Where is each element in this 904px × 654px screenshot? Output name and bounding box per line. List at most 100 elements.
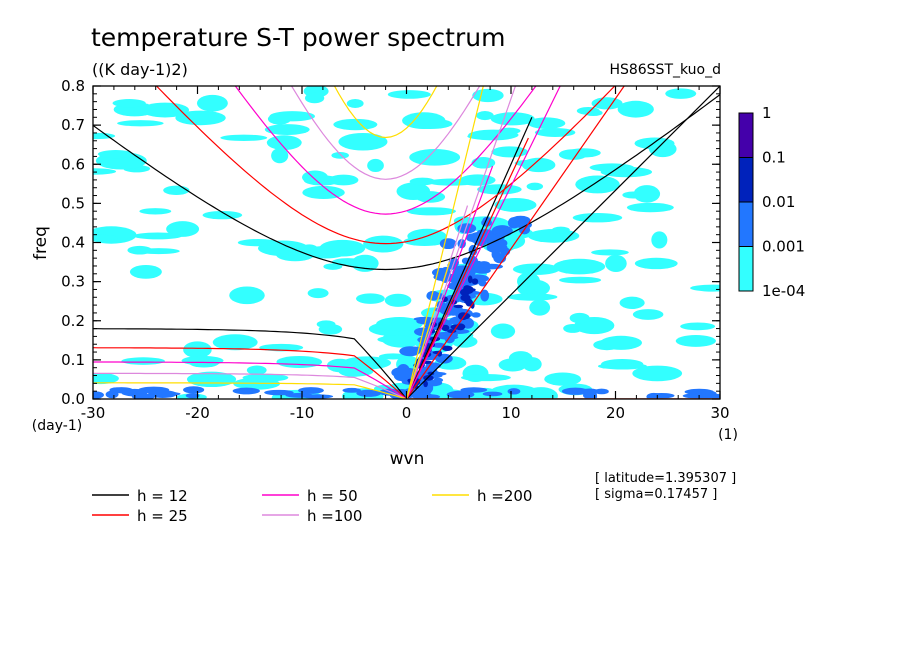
heatmap-cell (131, 393, 155, 399)
heatmap-cell (285, 392, 314, 398)
heatmap-cell (387, 90, 431, 99)
heatmap-cell (246, 365, 267, 375)
heatmap-cell (406, 207, 456, 216)
heatmap-cell (446, 390, 475, 399)
heatmap-cell (129, 264, 162, 279)
rossby-curve-h=100 (93, 372, 720, 399)
heatmap-cell (117, 120, 164, 127)
axes: -30 -20 -10 0 10 20 30 0.0 0.1 0.2 0.3 0.4 0.5 0.6 0.7… (61, 77, 729, 422)
heatmap-cell (651, 231, 668, 249)
heatmap-cell (471, 157, 496, 169)
kelvin-curve-h=100 (405, 86, 516, 399)
y-tick-label: 0.0 (61, 390, 85, 408)
rossby-curve-h=12 (93, 328, 720, 399)
kelvin-curve-h=12 (406, 86, 720, 399)
info-sigma: [ sigma=0.17457 ] (595, 487, 717, 502)
chart-subtitle: ((K day-1)2) (92, 60, 188, 79)
colorbar: 1e-04 0.001 0.01 0.1 1 (738, 104, 805, 300)
heatmap-cell (338, 132, 388, 151)
heatmap-cell (232, 387, 260, 395)
heatmap-cell (166, 221, 200, 237)
heatmap-cell (600, 166, 653, 178)
heatmap-cell (181, 355, 224, 366)
heatmap-cell (266, 135, 302, 151)
heatmap-cell (304, 92, 325, 104)
heatmap-cell (441, 345, 453, 351)
mrg-curve-h=12 (405, 117, 533, 399)
heatmap-cell (384, 293, 412, 307)
heatmap-cell (534, 128, 576, 137)
y-tick-label: 0.2 (61, 312, 85, 330)
heatmap-cell (175, 110, 226, 126)
heatmap-cell (271, 148, 289, 164)
heatmap-cell (498, 358, 527, 372)
heatmap-cell (634, 137, 675, 150)
ig-curve-h=100 (290, 86, 481, 180)
heatmap-cell (471, 278, 479, 285)
heatmap-cell (551, 226, 570, 234)
heatmap-cell (480, 289, 490, 302)
heatmap-cell (298, 387, 324, 394)
heatmap-cell (633, 185, 661, 203)
heatmap-cell (521, 157, 556, 173)
heatmap-cell (515, 216, 529, 223)
heatmap-cell (527, 117, 566, 129)
run-label: HS86SST_kuo_d (609, 62, 721, 78)
heatmap-cell (648, 392, 675, 399)
heatmap-cell (576, 106, 600, 115)
y-axis-label: freq (31, 226, 51, 260)
rossby-curve-h=50 (93, 361, 720, 399)
heatmap-cell (183, 341, 212, 359)
heatmap-cell (464, 285, 474, 294)
heatmap-cell (331, 258, 364, 267)
heatmap-cell (690, 284, 720, 292)
colorbar-swatch (738, 112, 754, 158)
heatmap-cell (553, 258, 606, 275)
heatmap-cell (619, 296, 645, 309)
x-tick-label: -10 (290, 404, 315, 422)
heatmap-cell (399, 346, 421, 357)
heatmap-cell (436, 350, 443, 357)
heatmap-cell (626, 202, 674, 213)
info-latitude: [ latitude=1.395307 ] (595, 471, 736, 486)
heatmap-cell (377, 335, 417, 344)
legend-label: h =100 (307, 507, 362, 525)
heatmap-cell (412, 393, 441, 399)
heatmap-cell (93, 391, 104, 399)
y-tick-label: 0.4 (61, 234, 85, 252)
heatmap-cell (517, 272, 540, 291)
x-axis-unit: (1) (718, 427, 738, 443)
heatmap-cell (93, 372, 119, 385)
heatmap-cell (457, 223, 477, 234)
heatmap-cell (432, 342, 446, 348)
legend-label: h =200 (477, 487, 532, 505)
x-tick-label: -20 (185, 404, 210, 422)
heatmap-cell (367, 158, 384, 173)
heatmap-cell (572, 213, 623, 223)
heatmap-cell (461, 373, 511, 382)
heatmap-cell (264, 389, 294, 396)
x-axis-label: wvn (390, 449, 425, 469)
heatmap-cell (682, 393, 712, 399)
colorbar-swatch (738, 246, 754, 292)
heatmap-cell (212, 334, 258, 351)
heatmap-cell (680, 322, 716, 331)
x-tick-label: 20 (606, 404, 625, 422)
heatmap-cell (139, 208, 172, 215)
heatmap-cell (597, 362, 647, 370)
heatmap-cell (333, 118, 378, 131)
mrg-curve-h=200 (405, 261, 451, 399)
heatmap-cell (409, 177, 436, 186)
ig-curve-h=50 (234, 86, 537, 215)
heatmap-cell (183, 386, 205, 394)
heatmap-cell (599, 335, 643, 350)
colorbar-label: 0.1 (762, 149, 786, 167)
heatmap-cell (242, 373, 289, 382)
y-axis-unit: (day-1) (32, 418, 82, 434)
heatmap-cell (121, 357, 165, 365)
ig-curve-h=200 (333, 86, 438, 139)
x-tick-label: 0 (402, 404, 412, 422)
heatmap-cell (356, 293, 385, 304)
x-tick-label: 10 (501, 404, 520, 422)
heatmap-cell (409, 149, 461, 166)
